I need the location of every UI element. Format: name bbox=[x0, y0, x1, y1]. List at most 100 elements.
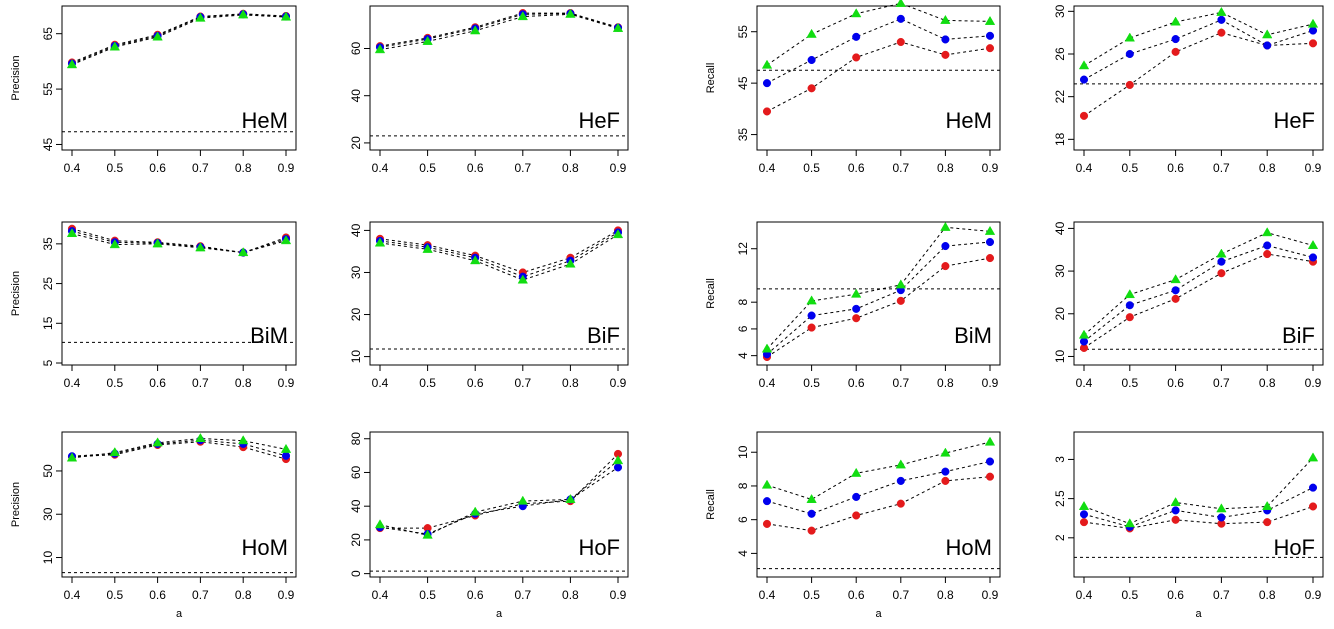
panel-p-recall-hef: 18 22 26 30 0.4 0.5 0.6 0.7 0.8 0.9 HeF bbox=[1053, 4, 1324, 175]
x-tick-label: 0.8 bbox=[937, 588, 954, 602]
x-tick-label: 0.9 bbox=[1305, 588, 1322, 602]
panel-p-bim: 5 15 25 35 0.4 0.5 0.6 0.7 0.8 0.9 Precision BiM bbox=[10, 221, 297, 390]
data-point-red bbox=[852, 511, 861, 520]
panel-p-recall-hof: 2 2.5 3 0.4 0.5 0.6 0.7 0.8 0.9 a HoF bbox=[1053, 431, 1324, 620]
data-point-green bbox=[1216, 248, 1227, 258]
x-tick-label: 0.9 bbox=[610, 161, 627, 175]
y-tick-label: 6 bbox=[736, 516, 750, 523]
data-point-blue bbox=[1263, 241, 1272, 250]
y-tick-label: 60 bbox=[349, 465, 363, 479]
data-point-blue bbox=[896, 476, 905, 485]
panel-p-hem: 45 55 65 0.4 0.5 0.6 0.7 0.8 0.9 Precision HeM bbox=[10, 5, 297, 175]
series-line-green bbox=[766, 2, 991, 66]
data-point-blue bbox=[1079, 510, 1089, 519]
data-point-green bbox=[1307, 18, 1319, 28]
data-point-red bbox=[1217, 269, 1226, 278]
data-point-green bbox=[612, 22, 624, 32]
y-tick-label: 30 bbox=[349, 265, 363, 279]
x-tick-label: 0.6 bbox=[1167, 588, 1184, 602]
series-line-blue bbox=[71, 230, 287, 254]
y-tick-label: 8 bbox=[736, 482, 750, 489]
x-tick-label: 0.6 bbox=[1167, 376, 1184, 390]
y-tick-label: 60 bbox=[349, 41, 363, 55]
series-line-green bbox=[71, 233, 287, 254]
x-tick-label: 0.9 bbox=[278, 376, 295, 390]
x-tick-label: 0.4 bbox=[759, 161, 776, 175]
data-point-blue bbox=[762, 497, 772, 506]
data-point-green bbox=[761, 59, 773, 69]
data-point-green bbox=[152, 437, 163, 447]
x-tick-label: 0.9 bbox=[982, 161, 999, 175]
plot-frame bbox=[369, 221, 629, 366]
data-point-red bbox=[985, 254, 995, 263]
data-point-red bbox=[1308, 502, 1318, 511]
x-tick-label: 0.5 bbox=[419, 376, 436, 390]
data-point-green bbox=[984, 225, 996, 235]
data-point-red bbox=[896, 296, 905, 305]
x-tick-label: 0.8 bbox=[1259, 161, 1276, 175]
x-tick-label: 0.7 bbox=[514, 161, 531, 175]
data-point-green bbox=[612, 455, 624, 465]
y-tick-label: 10 bbox=[41, 551, 55, 565]
series-line-blue bbox=[379, 466, 619, 535]
x-tick-label: 0.9 bbox=[278, 588, 295, 602]
data-point-green bbox=[470, 506, 481, 516]
data-point-red bbox=[1171, 515, 1180, 524]
series-line-red bbox=[379, 12, 619, 47]
data-point-blue bbox=[281, 451, 291, 460]
data-point-green bbox=[1124, 32, 1135, 42]
data-point-green bbox=[1262, 500, 1273, 510]
panel-title: HeM bbox=[946, 108, 992, 133]
data-point-blue bbox=[1079, 337, 1089, 346]
data-point-blue bbox=[613, 463, 623, 472]
x-tick-label: 0.4 bbox=[64, 161, 81, 175]
series-line-green bbox=[766, 226, 991, 350]
data-point-green bbox=[761, 479, 773, 489]
data-point-green bbox=[565, 493, 576, 503]
data-point-green bbox=[851, 467, 862, 477]
data-point-green bbox=[195, 432, 206, 442]
data-point-green bbox=[109, 239, 120, 249]
data-point-blue bbox=[1079, 75, 1089, 84]
data-point-green bbox=[422, 35, 433, 45]
y-tick-label: 15 bbox=[41, 316, 55, 330]
x-tick-label: 0.8 bbox=[1259, 376, 1276, 390]
x-tick-label: 0.5 bbox=[419, 161, 436, 175]
x-axis-label: a bbox=[875, 608, 882, 620]
data-point-blue bbox=[1125, 301, 1134, 310]
y-tick-label: 22 bbox=[1053, 90, 1067, 104]
data-point-green bbox=[565, 258, 576, 268]
series-line-red bbox=[1083, 32, 1314, 117]
series-line-blue bbox=[1083, 487, 1314, 528]
panel-title: HoM bbox=[946, 535, 992, 560]
data-point-green bbox=[374, 44, 386, 54]
x-tick-label: 0.9 bbox=[1305, 376, 1322, 390]
y-tick-label: 45 bbox=[41, 137, 55, 151]
y-tick-label: 30 bbox=[1053, 264, 1067, 278]
series-line-red bbox=[71, 228, 287, 254]
series-line-red bbox=[71, 441, 287, 460]
x-tick-label: 0.4 bbox=[64, 376, 81, 390]
series-line-green bbox=[1083, 457, 1314, 525]
data-point-green bbox=[66, 452, 78, 462]
y-axis-label: Precision bbox=[10, 271, 22, 316]
data-point-green bbox=[895, 0, 906, 7]
data-point-blue bbox=[1308, 253, 1318, 262]
data-point-blue bbox=[852, 32, 861, 41]
plot-frame bbox=[756, 431, 1001, 578]
x-tick-label: 0.8 bbox=[562, 161, 579, 175]
data-point-green bbox=[374, 519, 386, 529]
x-tick-label: 0.4 bbox=[759, 376, 776, 390]
x-tick-label: 0.8 bbox=[235, 588, 252, 602]
x-tick-label: 0.8 bbox=[235, 376, 252, 390]
data-point-green bbox=[851, 8, 862, 18]
y-tick-label: 30 bbox=[1053, 4, 1067, 18]
series-line-blue bbox=[766, 18, 991, 84]
data-point-green bbox=[1170, 16, 1181, 26]
data-point-red bbox=[807, 526, 816, 535]
series-line-red bbox=[1083, 253, 1314, 349]
data-point-blue bbox=[1171, 506, 1180, 515]
data-point-green bbox=[565, 8, 576, 18]
data-point-green bbox=[612, 229, 624, 239]
data-point-green bbox=[374, 237, 386, 247]
